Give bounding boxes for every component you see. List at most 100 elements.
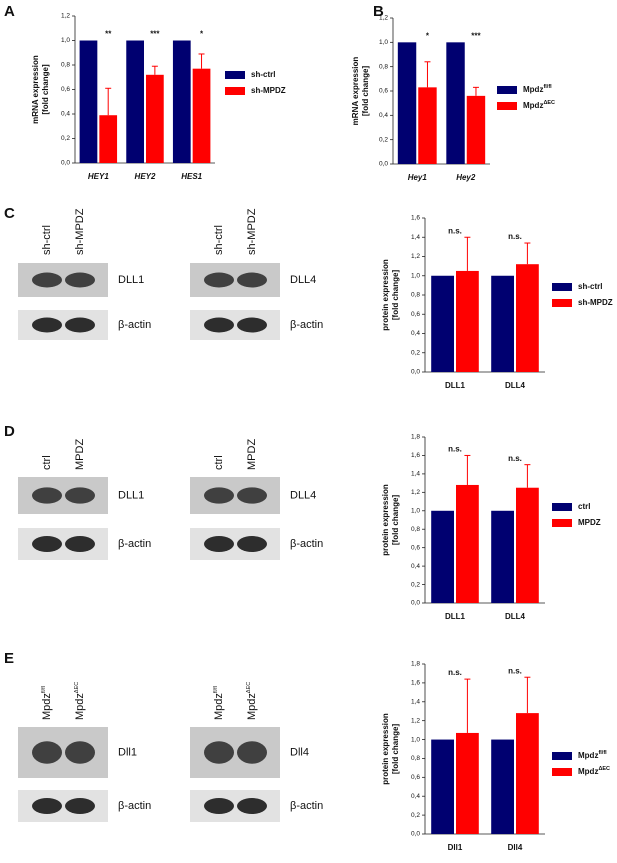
y-tick-label: 0,6 [411,311,420,318]
blot-band [237,317,267,333]
blot-lane-label: Mpdzfl/fl [41,686,53,720]
blot-row-label: β-actin [290,319,323,331]
blot-band [65,272,95,288]
blot-band [65,798,95,814]
blot-lane-label-text: MPDZ [246,439,258,470]
blot-band [32,272,62,288]
legend-label-text: Mpdz [578,767,598,776]
significance-label: n.s. [508,232,522,241]
legend-label-sup: ΔEC [598,766,610,772]
blot-lane-label-text: sh-ctrl [213,225,225,255]
blot-lane-label: sh-MPDZ [246,208,258,255]
x-tick-label: Hey2 [456,173,476,182]
y-axis-label: protein expression [381,259,390,331]
legend-label-sup: ΔEC [543,100,555,106]
blot-band [204,536,234,552]
blot-lane-label: MpdzΔEC [74,682,86,720]
legend-label-text: Mpdz [578,751,598,760]
y-tick-label: 0,6 [61,86,70,93]
blot-row-label: β-actin [118,538,151,550]
legend-label: Mpdzfl/fl [523,84,552,94]
x-tick-label: Hey1 [408,173,428,182]
blot-lane-label: sh-ctrl [213,225,225,255]
bar [431,739,454,834]
y-tick-label: 1,8 [411,434,420,441]
blot-row-label: β-actin [290,538,323,550]
bar [397,42,417,165]
blot-band [65,487,95,504]
y-tick-label: 0,6 [379,88,388,95]
blot-lane-label: Mpdzfl/fl [213,686,225,720]
y-tick-label: 0,6 [411,774,420,781]
y-axis-label: [fold change] [391,495,400,546]
y-tick-label: 0,8 [411,292,420,299]
y-axis-label: [fold change] [41,64,50,115]
bar [516,713,539,834]
significance-label: n.s. [448,668,462,677]
blot-lane-label-text: ctrl [213,455,225,470]
y-tick-label: 0,2 [411,812,420,819]
y-tick-label: 1,0 [379,39,388,46]
blot-row-label: DLL4 [290,489,316,501]
blot-band [65,317,95,333]
y-tick-label: 1,2 [61,13,70,20]
bar [516,264,539,372]
y-tick-label: 1,2 [411,489,420,496]
y-tick-label: 0,0 [61,160,70,167]
legend-swatch [497,102,517,110]
y-tick-label: 0,4 [411,330,420,337]
bar [126,40,144,163]
legend-label: sh-ctrl [251,70,275,79]
legend-label-text: ctrl [578,502,590,511]
y-tick-label: 1,4 [411,698,420,705]
legend-label: sh-MPDZ [578,298,613,307]
blot-band [204,741,234,764]
y-tick-label: 1,6 [411,680,420,687]
blot-band [237,536,267,552]
legend-label-text: sh-MPDZ [251,86,286,95]
blot-row-label: β-actin [118,800,151,812]
y-axis-label: [fold change] [391,724,400,775]
y-tick-label: 0,4 [61,111,70,118]
y-tick-label: 0,4 [411,793,420,800]
legend-swatch [552,503,572,511]
y-axis-label: mRNA expression [351,57,360,126]
x-tick-label: HEY2 [135,172,156,181]
blot-row-label: β-actin [118,319,151,331]
y-axis-label: [fold change] [391,270,400,321]
blot-band [32,317,62,333]
blot-row-label: DLL1 [118,274,144,286]
blot-row-label: DLL1 [118,489,144,501]
blot-band [32,487,62,504]
y-tick-label: 1,2 [411,717,420,724]
blot-lane-label-sup: fl/fl [213,686,219,693]
bar [456,270,479,372]
significance-label: * [426,31,430,40]
y-tick-label: 0,8 [61,62,70,69]
y-tick-label: 1,6 [411,215,420,222]
y-tick-label: 0,0 [411,369,420,376]
legend-label-sup: fl/fl [598,750,607,756]
bar [431,510,454,603]
blot-row-label: DLL4 [290,274,316,286]
y-tick-label: 1,6 [411,452,420,459]
legend-swatch [552,752,572,760]
y-tick-label: 1,4 [411,471,420,478]
blot-row-label: Dll1 [118,746,137,758]
blot-lane-label-text: Mpdz [41,693,53,720]
blot-row-label: Dll4 [290,746,309,758]
blot-lane-label-text: Mpdz [74,693,86,720]
legend-label-text: MPDZ [578,518,601,527]
blot-lane-label-text: Mpdz [213,693,225,720]
legend-swatch [552,519,572,527]
blot-lane-label: sh-ctrl [41,225,53,255]
y-tick-label: 1,0 [411,507,420,514]
blot-band [237,798,267,814]
blot-lane-label-sup: ΔEC [246,682,252,693]
x-tick-label: Dll4 [508,843,523,852]
blot-lane-label: MPDZ [74,439,86,470]
y-axis-label: protein expression [381,484,390,556]
y-tick-label: 0,0 [411,600,420,607]
x-tick-label: DLL4 [505,612,526,621]
y-tick-label: 0,4 [379,112,388,119]
